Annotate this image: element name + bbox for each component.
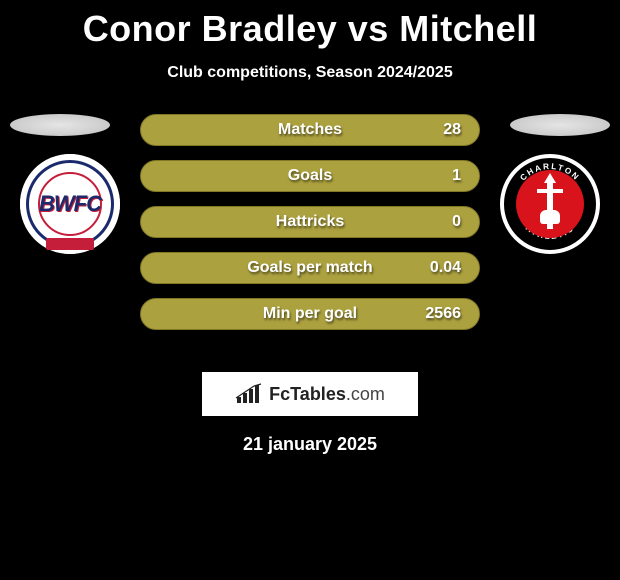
brand-text: FcTables.com <box>269 384 385 405</box>
hand-icon <box>540 210 560 224</box>
brand-box: FcTables.com <box>202 372 418 416</box>
comparison-area: BWFC CHARLTON ATHLETIC <box>0 114 620 354</box>
brand-name: FcTables <box>269 384 346 404</box>
right-shadow-ellipse <box>510 114 610 136</box>
stat-label: Goals <box>288 167 332 185</box>
stat-value: 28 <box>443 121 461 139</box>
stat-value: 2566 <box>425 305 461 323</box>
stat-label: Goals per match <box>247 259 372 277</box>
date-line: 21 january 2025 <box>0 434 620 455</box>
stat-label: Hattricks <box>276 213 344 231</box>
brand-suffix: .com <box>346 384 385 404</box>
stat-label: Min per goal <box>263 305 357 323</box>
bar-chart-icon <box>235 383 263 405</box>
charlton-badge: CHARLTON ATHLETIC <box>500 154 600 254</box>
bwfc-badge: BWFC <box>20 154 120 254</box>
stat-bar: Goals 1 <box>140 160 480 192</box>
stat-value: 1 <box>452 167 461 185</box>
page-title: Conor Bradley vs Mitchell <box>0 0 620 50</box>
left-shadow-ellipse <box>10 114 110 136</box>
stat-bar: Goals per match 0.04 <box>140 252 480 284</box>
right-club-badge: CHARLTON ATHLETIC <box>500 154 600 254</box>
stat-value: 0 <box>452 213 461 231</box>
stat-value: 0.04 <box>430 259 461 277</box>
stat-bar: Hattricks 0 <box>140 206 480 238</box>
subtitle: Club competitions, Season 2024/2025 <box>0 64 620 82</box>
stat-bar: Min per goal 2566 <box>140 298 480 330</box>
stat-label: Matches <box>278 121 342 139</box>
stat-bars: Matches 28 Goals 1 Hattricks 0 Goals per… <box>140 114 480 344</box>
stat-bar: Matches 28 <box>140 114 480 146</box>
left-club-badge: BWFC <box>20 154 120 254</box>
